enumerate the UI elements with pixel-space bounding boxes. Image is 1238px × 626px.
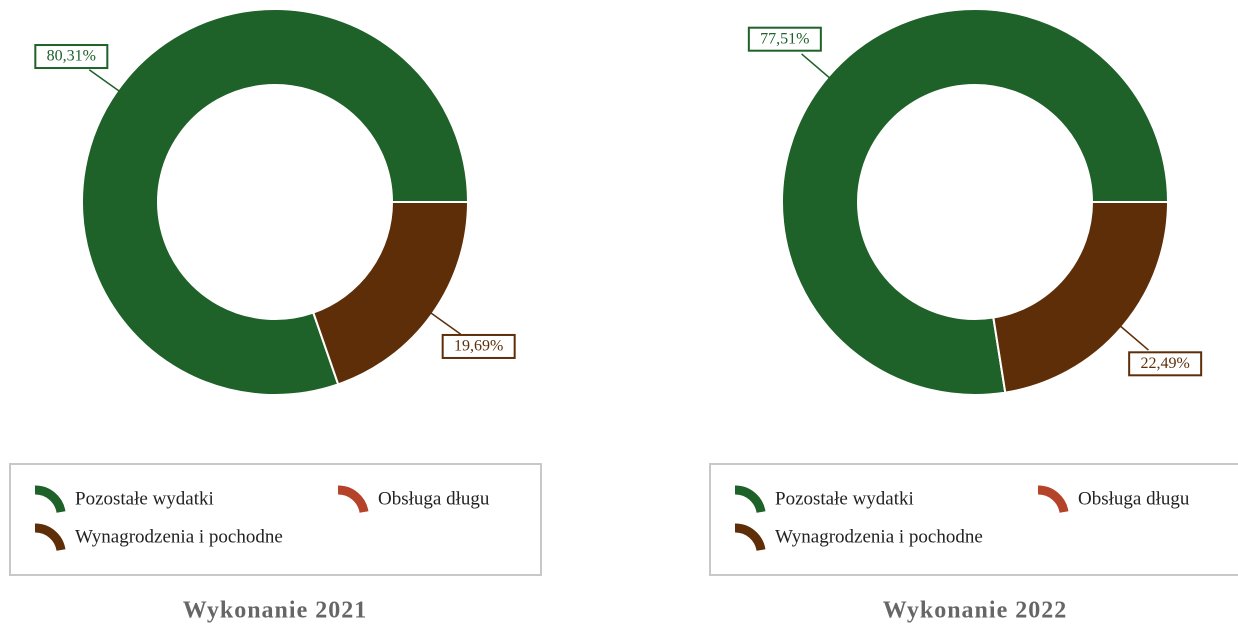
label-box [747,26,822,52]
legend-icon [1037,485,1069,514]
chart: 80,31% 19,69% Pozostałe wydatki Obsługa dłu… [9,8,542,624]
legend-label: Pozostałe wydatki [775,488,914,509]
legend-label: Wynagrodzenia i pochodne [775,526,983,547]
donut-segment [81,8,470,396]
leader-line [1119,325,1149,351]
donut-segment [781,8,1170,396]
data-label: 19,69% [454,338,503,355]
data-label: 77,51% [760,30,809,47]
label-box [441,333,516,359]
legend-box [9,463,542,576]
legend-icon [34,523,66,552]
donut-segment [312,201,470,386]
legend-box [709,463,1238,576]
donut-segment [992,201,1170,394]
chart-title: Wykonanie 2021 [183,598,367,624]
legend-label: Obsługa długu [1078,488,1190,509]
data-label: 22,49% [1140,355,1189,372]
leader-line [801,53,831,79]
label-box [34,44,109,70]
legend-icon [734,523,766,552]
leader-line [88,69,120,92]
chart-title: Wykonanie 2022 [883,598,1067,624]
legend-label: Obsługa długu [378,488,490,509]
label-box [1128,351,1203,377]
leader-line [430,312,462,335]
legend-icon [34,485,66,514]
legend-icon [337,485,369,514]
chart: 77,51% 22,49% Pozostałe wydatki Obsługa dłu… [709,8,1238,624]
legend-icon [734,485,766,514]
data-label: 80,31% [47,48,96,65]
legend-label: Wynagrodzenia i pochodne [75,526,283,547]
legend-label: Pozostałe wydatki [75,488,214,509]
